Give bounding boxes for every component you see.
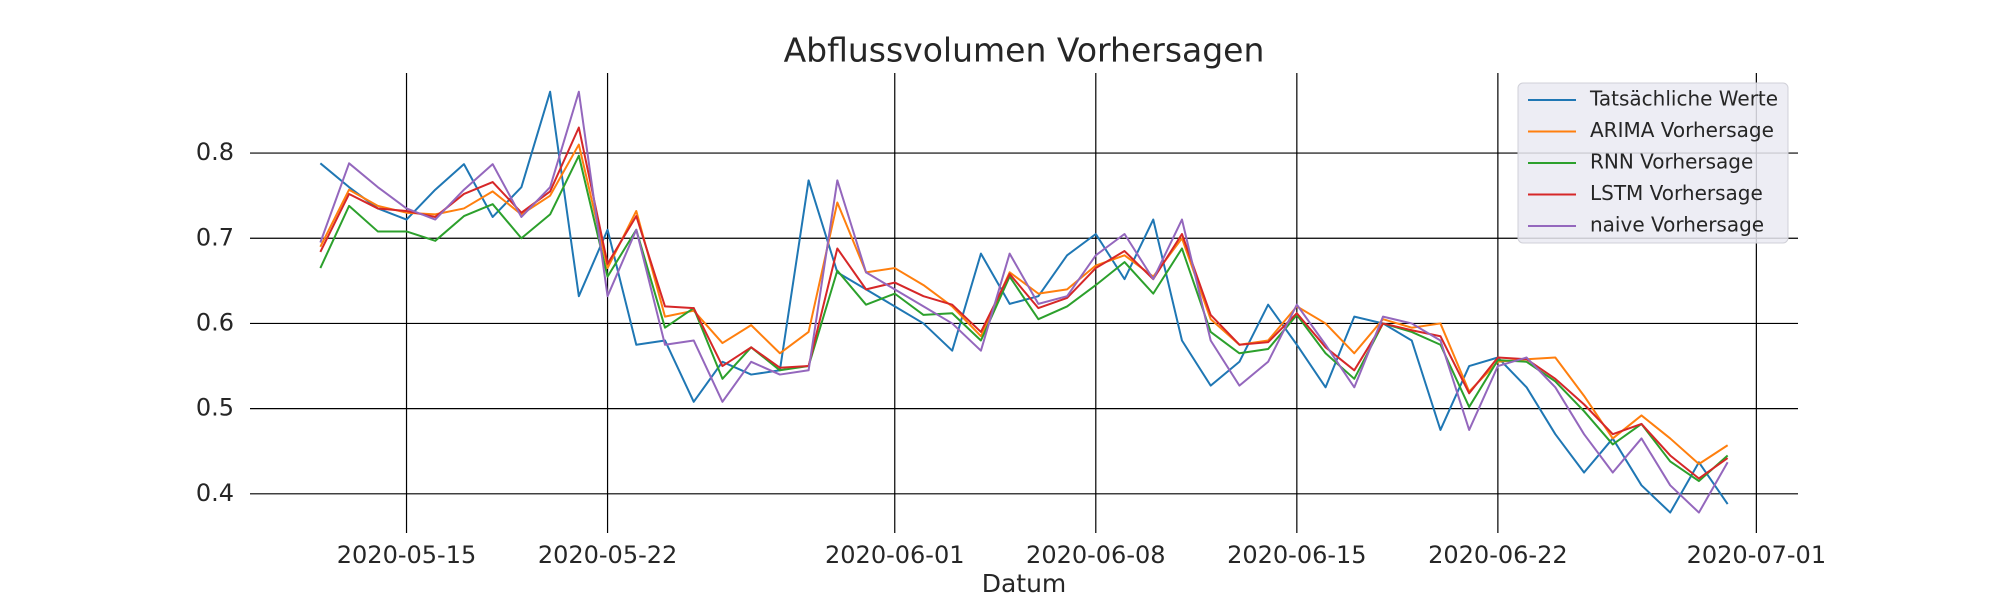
series-line — [319, 143, 1729, 465]
y-tick-label: 0.6 — [196, 308, 234, 336]
legend-label: Tatsächliche Werte — [1589, 87, 1778, 111]
y-tick-label: 0.8 — [196, 138, 234, 166]
x-axis-label: Datum — [982, 569, 1067, 598]
legend-label: naive Vorhersage — [1590, 213, 1764, 237]
legend-label: ARIMA Vorhersage — [1590, 118, 1774, 142]
series-line — [319, 90, 1729, 514]
x-tick-label: 2020-05-22 — [538, 541, 677, 569]
series-line — [319, 126, 1729, 480]
grid: 0.4 0.5 0.6 0.7 0.8 2020-05-15 2020-05-22 2020-… — [196, 73, 1826, 569]
y-tick-label: 0.7 — [196, 223, 234, 251]
legend-label: LSTM Vorhersage — [1590, 181, 1763, 205]
series-line — [319, 90, 1729, 514]
legend-label: RNN Vorhersage — [1590, 150, 1753, 174]
x-tick-label: 2020-06-01 — [825, 541, 964, 569]
y-tick-label: 0.5 — [196, 394, 234, 422]
legend-box — [1517, 82, 1789, 244]
series-line — [319, 154, 1729, 483]
legend: Tatsächliche Werte ARIMA Vorhersage RNN Vo… — [1517, 82, 1789, 244]
x-tick-label: 2020-05-15 — [337, 541, 476, 569]
x-tick-label: 2020-06-15 — [1227, 541, 1366, 569]
x-tick-label: 2020-07-01 — [1687, 541, 1826, 569]
chart-title: Abflussvolumen Vorhersagen — [784, 31, 1265, 70]
x-tick-label: 2020-06-22 — [1428, 541, 1567, 569]
y-tick-label: 0.4 — [196, 479, 234, 507]
x-tick-label: 2020-06-08 — [1026, 541, 1165, 569]
lines — [319, 90, 1729, 514]
